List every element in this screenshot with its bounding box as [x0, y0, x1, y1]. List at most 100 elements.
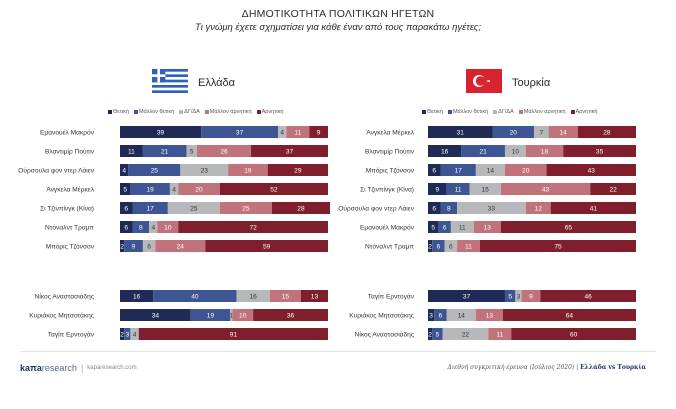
data-label: 20 [195, 186, 203, 193]
turkey-bar-segment [440, 164, 476, 176]
data-label: 6 [124, 205, 128, 212]
category-label: Σι Τζινπίνγκ (Κίνα) [40, 205, 94, 213]
data-label: 4 [122, 167, 126, 174]
data-label: 3 [429, 312, 433, 319]
turkey-bar-segment [428, 202, 441, 214]
greece-bar-segment [124, 328, 131, 340]
data-label: 4 [151, 224, 155, 231]
legend-swatch [179, 110, 184, 114]
greece-bar-segment [180, 164, 229, 176]
data-label: 12 [535, 205, 543, 212]
data-label: 20 [522, 167, 530, 174]
legend-swatch [204, 110, 209, 114]
turkey-bar-segment [546, 164, 636, 176]
data-label: 16 [133, 293, 141, 300]
category-label: Νίκος Αναστασιάδης [35, 293, 94, 301]
data-label: 59 [263, 243, 271, 250]
turkey-bar-segment [475, 309, 503, 321]
data-label: 33 [488, 205, 496, 212]
legend-label: ΔΓ/ΔΑ [184, 109, 200, 115]
turkey-bar-segment [504, 164, 547, 176]
category-label: Εμανουέλ Μακρόν [40, 129, 95, 137]
turkey-bar-segment [428, 328, 433, 340]
data-label: 16 [441, 148, 449, 155]
data-label: 39 [157, 129, 165, 136]
data-label: 16 [249, 293, 257, 300]
turkey-bar-segment [488, 328, 512, 340]
data-label: 5 [123, 186, 127, 193]
greece-bar-segment [130, 183, 170, 195]
greece-bar-segment [120, 145, 143, 157]
turkey-bar-segment [432, 328, 443, 340]
greece-bar-segment [178, 221, 328, 233]
logo-mark: kaπaresearch [20, 363, 77, 373]
turkey-flag [466, 69, 502, 93]
greece-bar-segment [190, 309, 231, 321]
turkey-bar-segment [457, 240, 480, 252]
greece-bar-segment [271, 202, 331, 214]
legend-item: Θετική [422, 109, 443, 115]
data-label: 19 [146, 186, 154, 193]
greece-bar-segment [196, 145, 252, 157]
turkey-bar-segment [502, 309, 636, 321]
legend-swatch [518, 110, 523, 114]
data-label: 24 [177, 243, 185, 250]
data-label: 10 [239, 312, 247, 319]
legend-item: Αρνητική [256, 109, 283, 115]
data-label: 11 [455, 186, 462, 193]
data-label: 11 [459, 224, 466, 231]
data-label: 52 [270, 186, 278, 193]
data-label: 18 [541, 148, 549, 155]
data-label: 9 [132, 243, 136, 250]
legend-swatch [133, 110, 138, 114]
turkey-bar-segment [428, 221, 439, 233]
category-label: Ταγίπ Ερντογάν [368, 293, 415, 301]
category-label: Ούρσουλα φον ντερ Λάιεν [338, 205, 414, 213]
data-label: 37 [236, 129, 244, 136]
turkey-bar-segment [473, 221, 501, 233]
data-label: 19 [207, 312, 215, 319]
chart-subtitle: Τι γνώμη έχετε σχηματίσει για κάθε έναν … [194, 22, 482, 33]
legend-item: ΔΓ/ΔΑ [493, 109, 514, 115]
data-label: 14 [560, 129, 568, 136]
category-label: Νίκος Αναστασιάδης [355, 331, 414, 339]
turkey-bar-segment [492, 126, 535, 138]
turkey-bar-segment [511, 328, 636, 340]
legend-item: Μάλλον αρνητική [204, 109, 252, 115]
data-label: 28 [297, 205, 305, 212]
data-label: 11 [496, 331, 503, 338]
data-label: 5 [190, 148, 194, 155]
kapa-research-logo: kaπaresearch | kaparesearch.com [20, 363, 137, 373]
turkey-panel-title: Τουρκία [512, 77, 551, 89]
greece-bar-segment [267, 164, 328, 176]
turkey-bar-segment [540, 290, 636, 302]
data-label: 6 [437, 243, 441, 250]
category-label: Ντόναλντ Τραμπ [365, 243, 414, 251]
greece-bar-segment [153, 290, 237, 302]
greece-bar-segment [120, 309, 191, 321]
data-label: 28 [603, 129, 611, 136]
greece-bar-segment [120, 164, 129, 176]
greece-bar-segment [178, 183, 220, 195]
greece-flag [152, 69, 188, 93]
legend-item: Μάλλον θετική [447, 109, 488, 115]
turkey-bar-segment [504, 290, 516, 302]
data-label: 11 [294, 129, 301, 136]
data-label: 13 [311, 293, 319, 300]
category-label: Ούρσουλα φον ντερ Λάιεν [18, 167, 94, 175]
legend-label: Μάλλον αρνητική [523, 109, 566, 115]
data-label: 20 [510, 129, 518, 136]
greece-bar-segment [219, 202, 272, 214]
logo-separator: | [80, 363, 84, 373]
data-label: 15 [282, 293, 290, 300]
logo-url: kaparesearch.com [87, 365, 137, 371]
greece-bar-segment [128, 164, 181, 176]
greece-bar-segment [120, 221, 133, 233]
data-label: 2 [428, 243, 432, 250]
data-label: 11 [465, 243, 472, 250]
data-label: 37 [286, 148, 294, 155]
data-label: 40 [191, 293, 199, 300]
turkey-bar-segment [461, 145, 505, 157]
legend-swatch [108, 110, 112, 114]
data-label: 2 [428, 331, 432, 338]
